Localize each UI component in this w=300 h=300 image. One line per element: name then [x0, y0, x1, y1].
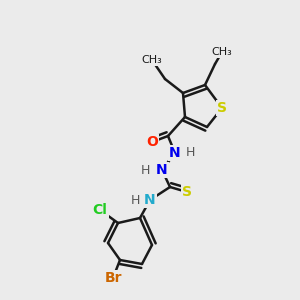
Text: Cl: Cl — [93, 203, 107, 217]
Text: H: H — [140, 164, 150, 176]
Text: S: S — [182, 185, 192, 199]
Text: O: O — [146, 135, 158, 149]
Text: CH₃: CH₃ — [142, 55, 162, 65]
Text: CH₃: CH₃ — [212, 47, 233, 57]
Text: Br: Br — [104, 271, 122, 285]
Text: H: H — [130, 194, 140, 206]
Text: N: N — [169, 146, 181, 160]
Text: N: N — [144, 193, 156, 207]
Text: N: N — [156, 163, 168, 177]
Text: S: S — [217, 101, 227, 115]
Text: H: H — [185, 146, 195, 160]
